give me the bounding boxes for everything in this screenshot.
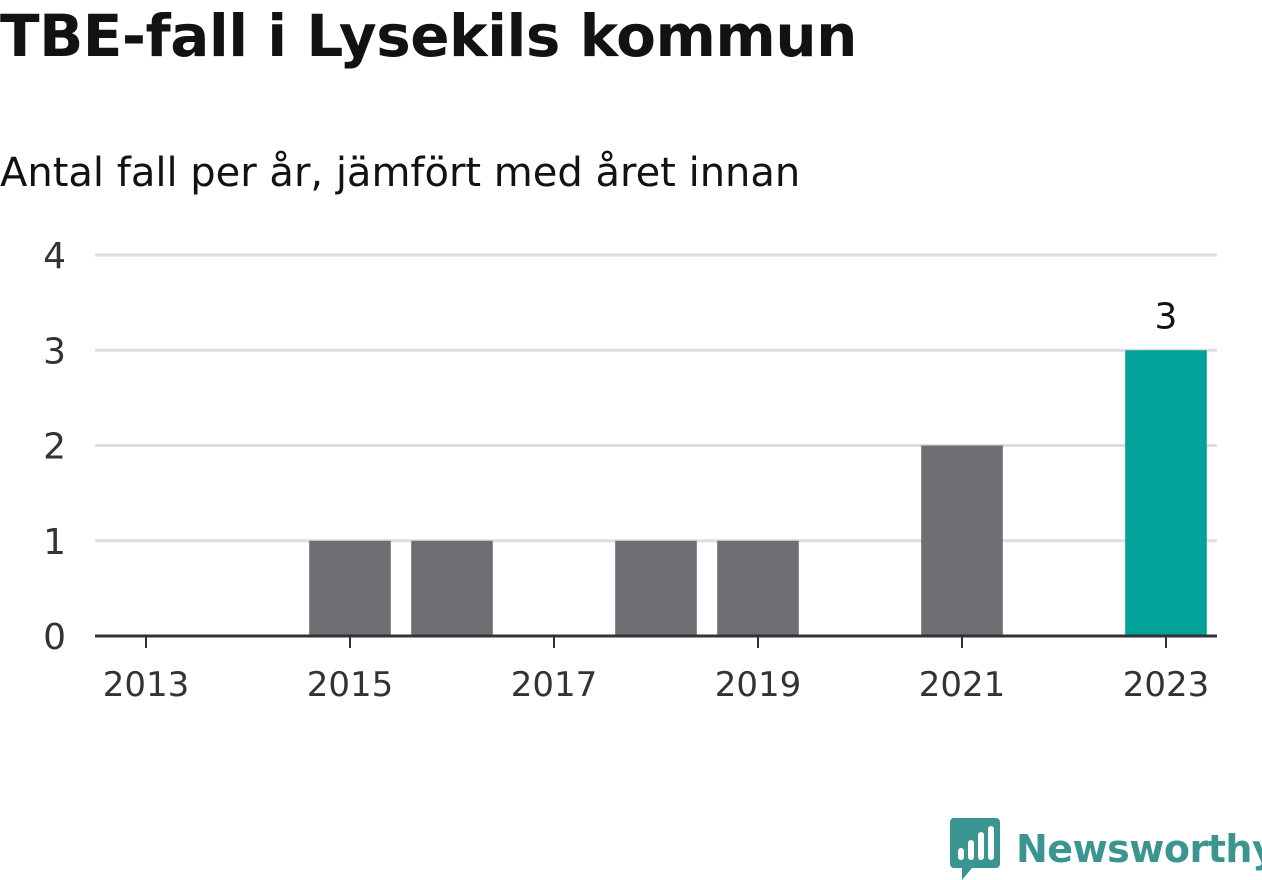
x-tick-label: 2017 [511,665,598,705]
bar-2018 [615,540,697,636]
x-tick-label: 2015 [307,665,394,705]
bar-2023 [1125,350,1207,636]
newsworthy-logo: Newsworthy [950,818,1262,880]
x-tick-label: 2023 [1123,665,1210,705]
y-tick-label: 4 [43,236,66,277]
chart-subtitle: Antal fall per år, jämfört med året inna… [0,150,801,196]
y-tick-label: 3 [43,331,66,372]
bar-2019 [717,540,799,636]
x-tick-label: 2019 [715,665,802,705]
data-label-2023: 3 [1155,296,1178,337]
y-tick-label: 2 [43,427,66,468]
x-tick-label: 2021 [919,665,1006,705]
bar-2016 [411,540,493,636]
bar-2021 [921,445,1003,636]
bars [309,350,1207,636]
brand-name: Newsworthy [1016,827,1262,871]
y-tick-label: 0 [43,617,66,658]
chart-title: TBE-fall i Lysekils kommun [0,2,857,70]
gridlines [95,253,1217,543]
bar-chart-speech-bubble-icon [950,818,1000,880]
y-tick-label: 1 [43,522,66,563]
bar-2015 [309,540,391,636]
x-tick-label: 2013 [103,665,190,705]
x-axis [95,634,1217,648]
tick-labels: 0 1 2 3 4 3 2013 2015 2017 2019 2021 2023 [43,236,1209,705]
